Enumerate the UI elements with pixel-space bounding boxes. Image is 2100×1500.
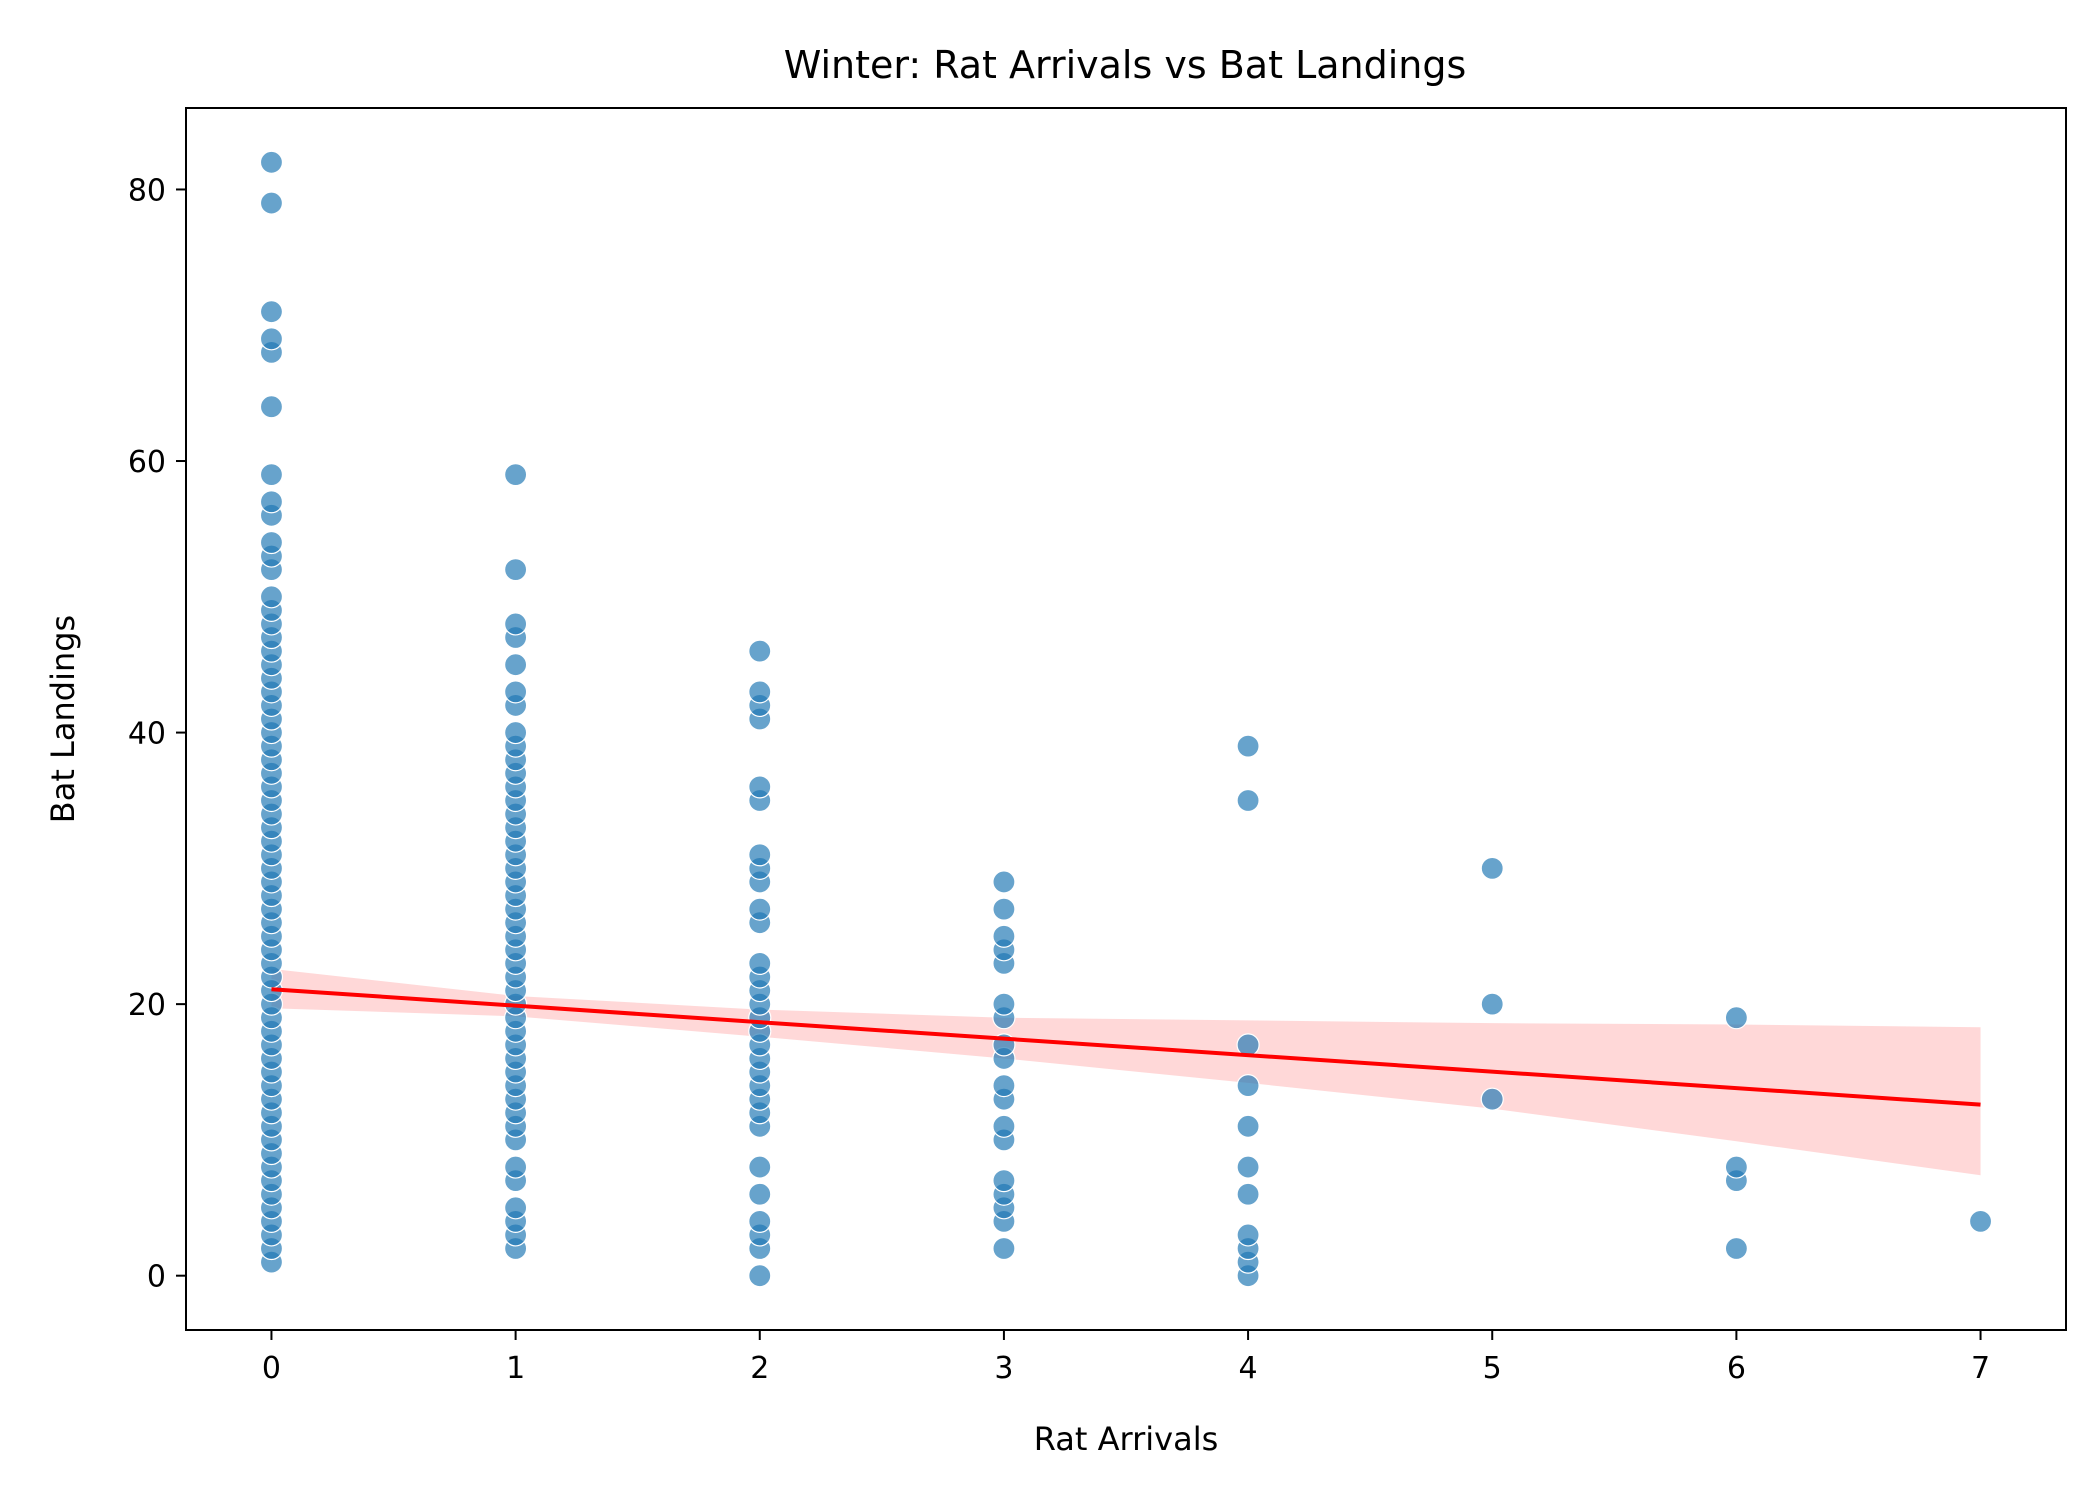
scatter-point xyxy=(504,612,528,636)
scatter-point xyxy=(504,680,528,704)
scatter-point xyxy=(1236,788,1260,813)
scatter-point xyxy=(992,1073,1016,1098)
scatter-point xyxy=(259,585,284,609)
confidence-band-layer xyxy=(271,968,1981,1176)
scatter-point xyxy=(1724,1155,1748,1179)
scatter-point xyxy=(748,1155,772,1179)
scatter-point xyxy=(504,1155,528,1179)
scatter-point xyxy=(992,1236,1016,1261)
x-axis-ticks: 0 1 2 3 4 5 6 7 xyxy=(262,1330,1990,1386)
confidence-band xyxy=(271,968,1981,1176)
y-axis-label: Bat Landings xyxy=(44,615,82,823)
scatter-point xyxy=(748,1209,772,1233)
scatter-point xyxy=(748,1182,772,1206)
scatter-point xyxy=(748,897,772,921)
x-tick-label: 7 xyxy=(1971,1351,1990,1386)
scatter-point xyxy=(1236,1033,1260,1057)
scatter-point xyxy=(504,463,528,487)
points-layer xyxy=(259,150,1993,1288)
scatter-point xyxy=(1724,1006,1748,1030)
scatter-point xyxy=(259,395,284,419)
scatter-point xyxy=(748,843,772,867)
x-tick-label: 5 xyxy=(1483,1351,1502,1386)
scatter-point xyxy=(748,951,772,976)
scatter-point xyxy=(1724,1236,1748,1261)
x-tick-label: 2 xyxy=(750,1351,769,1386)
x-tick-label: 1 xyxy=(506,1351,525,1386)
scatter-point xyxy=(748,680,772,704)
regression-line-layer xyxy=(271,987,1981,1107)
y-tick-label: 60 xyxy=(128,445,166,480)
scatter-point xyxy=(1236,1155,1260,1179)
x-tick-label: 3 xyxy=(994,1351,1013,1386)
y-tick-label: 0 xyxy=(147,1260,166,1295)
scatter-point xyxy=(259,490,284,514)
scatter-point xyxy=(1236,734,1260,758)
regression-line xyxy=(271,987,1981,1107)
scatter-point xyxy=(1480,992,1504,1016)
scatter-point xyxy=(992,1114,1016,1138)
scatter-point xyxy=(504,1196,528,1220)
scatter-point xyxy=(992,897,1016,921)
scatter-point xyxy=(259,300,284,324)
x-axis-label: Rat Arrivals xyxy=(1034,1420,1219,1458)
scatter-point xyxy=(259,150,284,174)
scatter-point xyxy=(748,639,772,663)
x-tick-label: 6 xyxy=(1727,1351,1746,1386)
scatter-point xyxy=(504,653,528,677)
scatter-point xyxy=(259,327,284,351)
scatter-point xyxy=(1236,1114,1260,1138)
scatter-point xyxy=(992,1169,1016,1193)
chart-title: Winter: Rat Arrivals vs Bat Landings xyxy=(784,43,1467,87)
scatter-point xyxy=(992,924,1016,948)
scatter-point xyxy=(259,530,284,555)
plot-area-frame xyxy=(185,107,2067,1331)
x-tick-label: 0 xyxy=(262,1351,281,1386)
x-tick-label: 4 xyxy=(1239,1351,1258,1386)
scatter-point xyxy=(1236,1182,1260,1206)
scatter-point xyxy=(259,463,284,487)
scatter-point xyxy=(504,720,528,745)
y-tick-label: 80 xyxy=(128,173,166,208)
y-tick-label: 40 xyxy=(128,717,166,752)
scatter-point xyxy=(992,992,1016,1016)
scatter-point xyxy=(748,1264,772,1288)
scatter-point xyxy=(1236,1073,1260,1098)
scatter-point xyxy=(259,191,284,215)
scatter-point xyxy=(1236,1223,1260,1247)
scatter-point xyxy=(992,870,1016,894)
scatter-point xyxy=(1480,856,1504,880)
scatter-point xyxy=(748,775,772,799)
scatter-point xyxy=(1480,1087,1504,1111)
y-tick-label: 20 xyxy=(128,988,166,1023)
y-axis-ticks: 0 20 40 60 80 xyxy=(128,173,186,1295)
scatter-point xyxy=(1968,1209,1993,1233)
scatter-point xyxy=(504,558,528,582)
